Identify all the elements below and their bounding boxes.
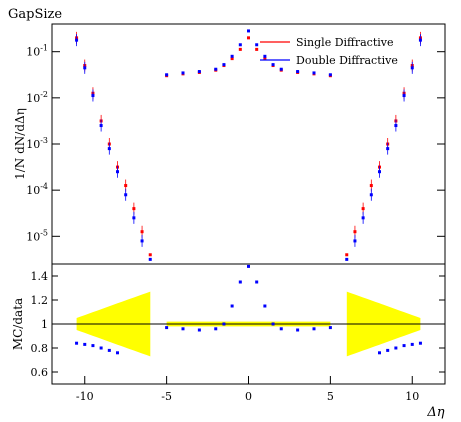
main-point-1-center-2 <box>197 70 201 74</box>
ratio-ytick-label-3: 1.2 <box>31 294 49 307</box>
ratio-xtick-label-1: -5 <box>161 390 172 403</box>
main-ytick-label-2: 10-3 <box>26 136 48 151</box>
ratio-point-13 <box>247 264 250 268</box>
main-point-1-center-1 <box>181 71 185 75</box>
ratio-point-24 <box>402 344 406 348</box>
main-yticks: 10-1 10-2 10-3 10-4 10-5 <box>26 44 445 243</box>
ratio-series-0 <box>75 264 422 355</box>
ratio-ytick-label-4: 1.4 <box>31 270 49 283</box>
main-point-0-center-6 <box>238 47 242 51</box>
main-point-0-center-9 <box>263 57 267 61</box>
main-point-1-center-14 <box>328 73 332 77</box>
main-point-1-center-3 <box>214 67 218 71</box>
main-point-0-left-9 <box>148 253 152 257</box>
main-point-1-left-9 <box>148 257 152 261</box>
ratio-point-11 <box>230 304 234 308</box>
ratio-point-21 <box>378 351 381 355</box>
ratio-point-26 <box>418 341 422 345</box>
ratio-ytick-label-1: 0.8 <box>31 342 49 355</box>
ratio-point-4 <box>107 348 111 352</box>
main-ylabel: 1/N dN/dΔη <box>13 108 27 180</box>
legend-label-single: Single Diffractive <box>296 36 394 49</box>
legend-label-double: Double Diffractive <box>296 54 398 67</box>
ratio-point-16 <box>271 322 275 326</box>
main-point-1-center-11 <box>279 67 283 71</box>
ratio-point-15 <box>263 304 267 308</box>
ratio-point-25 <box>410 342 414 346</box>
ratio-yticks: 0.6 0.8 1 1.2 1.4 <box>31 270 445 379</box>
main-point-1-center-13 <box>312 71 316 75</box>
ratio-point-1 <box>83 342 87 346</box>
ratio-point-7 <box>181 327 185 331</box>
ratio-xticks: -10 -5 0 5 10 <box>76 376 419 403</box>
ratio-point-22 <box>386 348 390 352</box>
ratio-point-0 <box>75 341 79 345</box>
ratio-point-20 <box>328 326 332 330</box>
ratio-point-17 <box>279 327 283 331</box>
main-point-1-center-8 <box>255 43 259 47</box>
ratio-point-6 <box>165 326 169 330</box>
ratio-xtick-label-2: 0 <box>245 390 252 403</box>
main-point-1-center-5 <box>230 54 234 58</box>
ratio-point-19 <box>312 327 316 331</box>
ratio-point-2 <box>91 344 95 348</box>
ratio-point-8 <box>197 328 201 332</box>
ratio-ytick-label-2: 1 <box>41 318 48 331</box>
main-point-1-right-0 <box>345 257 349 261</box>
main-point-1-center-4 <box>222 63 226 67</box>
main-point-1-center-12 <box>296 70 300 74</box>
main-point-0-right-0 <box>345 253 349 257</box>
main-series <box>75 29 422 261</box>
main-point-0-center-8 <box>255 47 259 51</box>
main-point-1-center-6 <box>238 43 242 47</box>
ratio-point-14 <box>255 280 259 284</box>
ratio-point-18 <box>296 328 300 332</box>
main-ytick-label-0: 10-1 <box>26 44 48 59</box>
ratio-panel: 0.6 0.8 1 1.2 1.4 -10 -5 0 5 10 <box>31 263 446 403</box>
ratio-point-3 <box>99 346 103 350</box>
legend: Single Diffractive Double Diffractive <box>260 36 398 67</box>
ratio-xtick-label-4: 10 <box>405 390 419 403</box>
main-ytick-label-1: 10-2 <box>26 90 48 105</box>
ratio-band <box>52 291 445 357</box>
ratio-ylabel: MC/data <box>11 298 25 350</box>
main-point-1-center-9 <box>263 54 267 58</box>
ratio-ytick-label-0: 0.6 <box>31 366 49 379</box>
main-ytick-label-3: 10-4 <box>26 182 48 197</box>
chart-title: GapSize <box>8 7 62 22</box>
ratio-xtick-label-0: -10 <box>76 390 94 403</box>
ratio-point-23 <box>394 346 398 350</box>
ratio-point-12 <box>238 280 242 284</box>
main-point-1-center-10 <box>271 63 275 67</box>
ratio-point-9 <box>214 327 218 331</box>
main-point-1-center-7 <box>247 29 250 33</box>
main-point-1-center-0 <box>165 73 169 77</box>
x-axis-label: Δη <box>426 405 444 420</box>
main-ytick-label-4: 10-5 <box>26 228 48 243</box>
main-series-1 <box>75 29 422 261</box>
main-point-0-center-7 <box>247 36 250 40</box>
ratio-xtick-label-3: 5 <box>327 390 334 403</box>
main-point-0-center-5 <box>230 57 234 61</box>
ratio-series <box>75 264 422 355</box>
ratio-point-5 <box>116 351 119 355</box>
ratio-point-10 <box>222 322 226 326</box>
